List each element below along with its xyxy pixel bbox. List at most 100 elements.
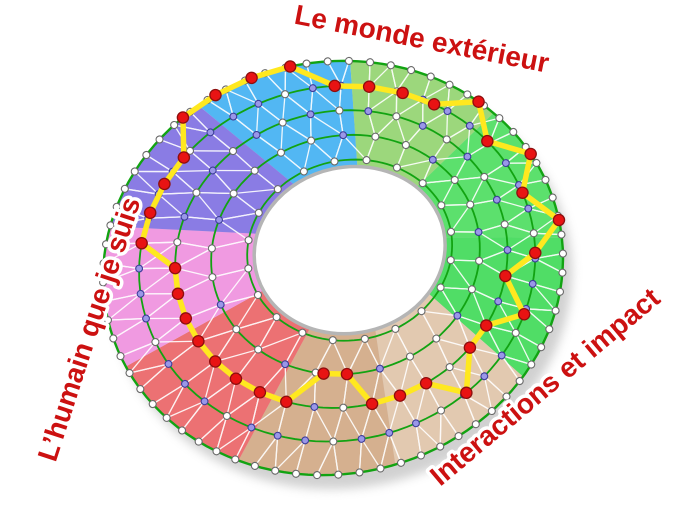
grid-node[interactable] bbox=[329, 437, 338, 446]
grid-node[interactable] bbox=[392, 112, 401, 121]
grid-node[interactable] bbox=[164, 360, 173, 368]
grid-node[interactable] bbox=[272, 313, 281, 322]
grid-node[interactable] bbox=[558, 249, 567, 258]
grid-node[interactable] bbox=[281, 90, 290, 99]
grid-node[interactable] bbox=[194, 437, 203, 446]
grid-node[interactable] bbox=[281, 360, 290, 369]
grid-node[interactable] bbox=[231, 455, 240, 464]
grid-node[interactable] bbox=[298, 328, 307, 337]
grid-node[interactable] bbox=[100, 297, 109, 306]
grid-node[interactable] bbox=[335, 106, 344, 115]
grid-node[interactable] bbox=[396, 458, 406, 467]
grid-node[interactable] bbox=[192, 188, 201, 197]
grid-node[interactable] bbox=[142, 314, 150, 323]
grid-node[interactable] bbox=[212, 447, 221, 456]
grid-node[interactable] bbox=[495, 114, 504, 123]
grid-node[interactable] bbox=[222, 411, 231, 421]
grid-node[interactable] bbox=[313, 471, 322, 480]
grid-node[interactable] bbox=[229, 189, 238, 198]
grid-node[interactable] bbox=[450, 175, 459, 185]
grid-node[interactable] bbox=[446, 256, 455, 265]
level-node[interactable] bbox=[362, 80, 376, 93]
level-node[interactable] bbox=[168, 261, 182, 275]
grid-node[interactable] bbox=[436, 283, 445, 292]
grid-node[interactable] bbox=[376, 464, 385, 473]
grid-node[interactable] bbox=[371, 132, 380, 141]
level-node[interactable] bbox=[135, 236, 148, 250]
grid-node[interactable] bbox=[548, 193, 557, 202]
level-node[interactable] bbox=[253, 386, 267, 399]
grid-node[interactable] bbox=[253, 290, 263, 300]
level-node[interactable] bbox=[365, 397, 379, 411]
grid-node[interactable] bbox=[250, 166, 259, 175]
grid-node[interactable] bbox=[551, 306, 560, 315]
level-node[interactable] bbox=[176, 111, 190, 124]
level-node[interactable] bbox=[192, 334, 205, 348]
grid-node[interactable] bbox=[254, 208, 263, 217]
grid-node[interactable] bbox=[500, 220, 509, 229]
grid-node[interactable] bbox=[501, 159, 510, 168]
grid-node[interactable] bbox=[232, 325, 241, 334]
grid-node[interactable] bbox=[116, 352, 125, 361]
grid-node[interactable] bbox=[426, 72, 435, 81]
grid-node[interactable] bbox=[511, 328, 520, 337]
grid-node[interactable] bbox=[109, 334, 118, 343]
grid-node[interactable] bbox=[545, 325, 554, 334]
grid-node[interactable] bbox=[301, 436, 310, 445]
grid-node[interactable] bbox=[467, 285, 476, 294]
grid-node[interactable] bbox=[206, 128, 215, 137]
grid-node[interactable] bbox=[558, 268, 567, 277]
grid-node[interactable] bbox=[142, 150, 151, 160]
level-node[interactable] bbox=[552, 213, 566, 227]
grid-node[interactable] bbox=[391, 324, 400, 333]
level-node[interactable] bbox=[396, 86, 409, 100]
grid-node[interactable] bbox=[136, 289, 145, 298]
level-node[interactable] bbox=[283, 60, 297, 73]
level-node[interactable] bbox=[171, 287, 185, 301]
grid-node[interactable] bbox=[173, 238, 182, 247]
grid-node[interactable] bbox=[106, 221, 115, 230]
level-node[interactable] bbox=[516, 186, 529, 199]
grid-node[interactable] bbox=[401, 140, 410, 150]
grid-node[interactable] bbox=[411, 419, 420, 428]
grid-node[interactable] bbox=[244, 264, 253, 273]
grid-node[interactable] bbox=[254, 99, 263, 108]
grid-node[interactable] bbox=[463, 152, 472, 161]
grid-node[interactable] bbox=[532, 158, 541, 168]
sector-red[interactable] bbox=[116, 283, 333, 479]
grid-node[interactable] bbox=[291, 469, 301, 478]
grid-node[interactable] bbox=[125, 368, 134, 378]
grid-node[interactable] bbox=[385, 428, 394, 437]
grid-node[interactable] bbox=[181, 379, 189, 388]
level-node[interactable] bbox=[463, 341, 477, 354]
grid-node[interactable] bbox=[555, 287, 565, 296]
grid-node[interactable] bbox=[405, 352, 415, 361]
level-node[interactable] bbox=[328, 79, 341, 93]
grid-node[interactable] bbox=[480, 172, 489, 181]
level-node[interactable] bbox=[499, 269, 512, 283]
grid-node[interactable] bbox=[155, 135, 164, 144]
grid-node[interactable] bbox=[355, 468, 364, 477]
grid-node[interactable] bbox=[99, 278, 108, 287]
grid-node[interactable] bbox=[185, 146, 195, 155]
level-node[interactable] bbox=[517, 308, 531, 321]
grid-node[interactable] bbox=[454, 432, 463, 441]
grid-node[interactable] bbox=[465, 121, 474, 130]
grid-node[interactable] bbox=[407, 66, 416, 75]
grid-node[interactable] bbox=[437, 201, 446, 210]
grid-node[interactable] bbox=[306, 110, 315, 119]
level-node[interactable] bbox=[209, 88, 222, 102]
grid-node[interactable] bbox=[228, 147, 238, 156]
level-node[interactable] bbox=[524, 147, 537, 161]
grid-node[interactable] bbox=[136, 385, 145, 394]
grid-node[interactable] bbox=[323, 57, 332, 66]
grid-node[interactable] bbox=[365, 58, 375, 67]
level-node[interactable] bbox=[317, 367, 330, 380]
grid-node[interactable] bbox=[215, 215, 224, 224]
grid-node[interactable] bbox=[515, 376, 524, 386]
level-node[interactable] bbox=[143, 206, 157, 220]
grid-node[interactable] bbox=[445, 363, 454, 372]
grid-node[interactable] bbox=[360, 334, 369, 343]
grid-node[interactable] bbox=[364, 107, 373, 116]
grid-node[interactable] bbox=[529, 229, 538, 238]
